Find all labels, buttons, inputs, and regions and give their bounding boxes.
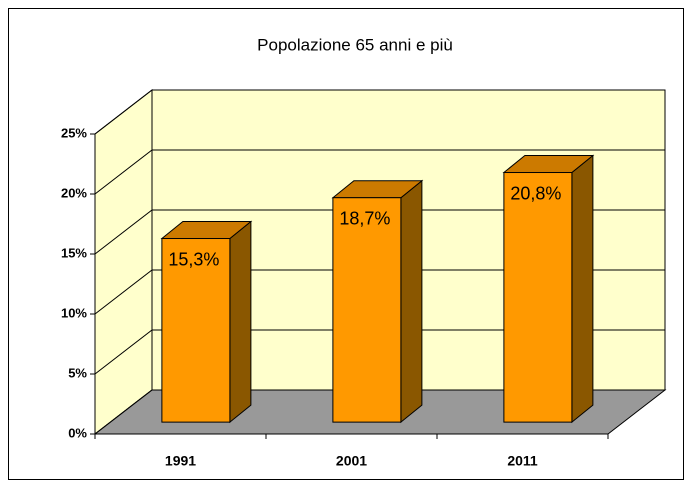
value-label: 18,7%	[339, 208, 390, 228]
grid-line	[94, 389, 665, 435]
bar-side	[571, 154, 594, 424]
grid-line	[94, 89, 665, 135]
bar	[161, 238, 231, 423]
x-tick-label: 1991	[165, 453, 196, 469]
value-label: 20,8%	[510, 183, 561, 203]
value-label: 15,3%	[168, 249, 219, 269]
chart-title: Popolazione 65 anni e più	[257, 35, 453, 54]
grid-line	[94, 209, 665, 255]
y-tick-label: 0%	[68, 425, 87, 440]
bar-side	[229, 220, 252, 424]
bar-side	[400, 179, 423, 424]
y-tick-label: 15%	[61, 245, 87, 260]
y-tick-label: 5%	[68, 365, 87, 380]
bar	[503, 172, 573, 423]
x-tick-label: 2011	[507, 453, 538, 469]
x-tick-label: 2001	[336, 453, 367, 469]
grid-line	[94, 149, 665, 195]
side-wall	[94, 88, 153, 436]
y-tick-label: 20%	[61, 185, 87, 200]
y-tick-label: 25%	[61, 125, 87, 140]
grid-line	[94, 269, 665, 315]
grid-line	[94, 329, 665, 375]
y-tick-label: 10%	[61, 305, 87, 320]
bar	[332, 197, 402, 423]
